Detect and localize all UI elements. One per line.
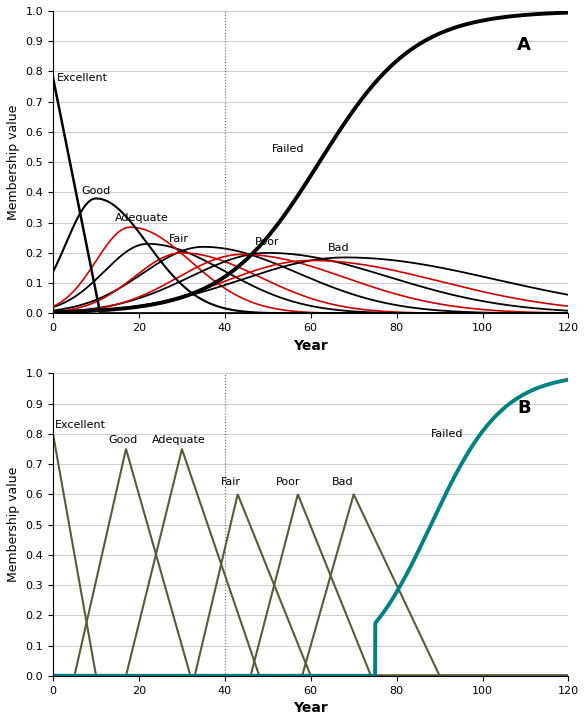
Text: Bad: Bad: [332, 477, 354, 487]
Text: Good: Good: [81, 186, 110, 196]
Text: Fair: Fair: [169, 235, 189, 244]
Text: Fair: Fair: [220, 477, 240, 487]
Text: Poor: Poor: [277, 477, 301, 487]
Text: Adequate: Adequate: [115, 213, 169, 223]
Text: Failed: Failed: [431, 429, 464, 439]
Text: Excellent: Excellent: [55, 419, 106, 430]
Text: Adequate: Adequate: [152, 435, 206, 445]
Text: Bad: Bad: [328, 243, 349, 253]
X-axis label: Year: Year: [294, 701, 328, 715]
Text: Poor: Poor: [255, 238, 280, 248]
Text: A: A: [517, 36, 531, 54]
Text: Failed: Failed: [272, 144, 305, 154]
Text: B: B: [517, 399, 530, 417]
Y-axis label: Membership value: Membership value: [7, 467, 20, 582]
Y-axis label: Membership value: Membership value: [7, 105, 20, 220]
Text: Excellent: Excellent: [56, 72, 107, 82]
Text: Good: Good: [109, 435, 138, 445]
X-axis label: Year: Year: [294, 339, 328, 352]
